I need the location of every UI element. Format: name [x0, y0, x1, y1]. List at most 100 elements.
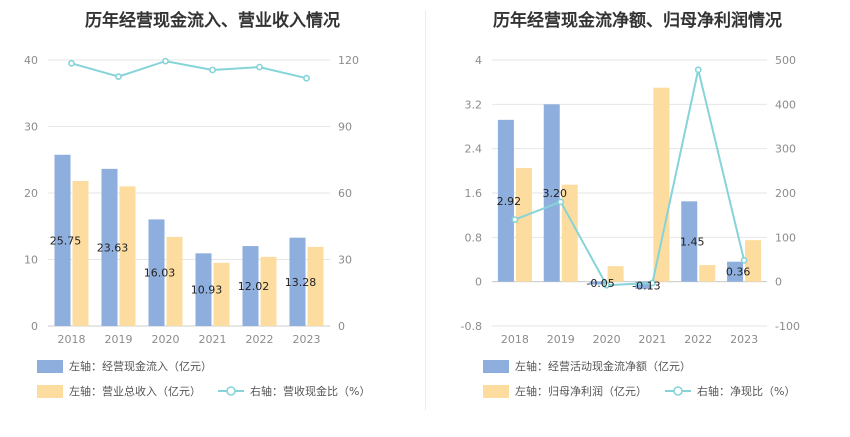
- right-ytick-right: 400: [775, 98, 796, 111]
- right-line-point: [694, 66, 702, 74]
- right-line: [514, 69, 746, 287]
- right-data-label: 1.45: [680, 235, 705, 248]
- right-legend-swatch: [483, 385, 509, 398]
- right-xtick: 2022: [684, 333, 712, 346]
- right-legend-marker: [673, 386, 683, 396]
- left-bar-s1: [119, 186, 136, 326]
- right-bar-s0: [727, 261, 744, 282]
- left-data-label: 12.02: [238, 280, 270, 293]
- left-ytick-left: 40: [24, 54, 38, 67]
- left-chart-panel: 历年经营现金流入、营业收入情况 0 10 20 30 40 0 30 60 90 120 2018 2…: [24, 11, 370, 398]
- left-bar-s0: [101, 168, 118, 326]
- right-bar-s1: [607, 266, 624, 282]
- right-bar-s0: [589, 281, 606, 285]
- left-ytick-right: 60: [338, 187, 352, 200]
- right-ytick-left: 3.2: [465, 98, 483, 111]
- left-xtick: 2023: [293, 333, 321, 346]
- left-bar-s0: [54, 154, 71, 326]
- left-bar-s0: [195, 253, 212, 326]
- right-line-point: [511, 216, 519, 223]
- right-bar-s0: [497, 119, 514, 282]
- left-chart-title: 历年经营现金流入、营业收入情况: [85, 11, 340, 31]
- right-chart-title: 历年经营现金流净额、归母净利润情况: [493, 11, 782, 31]
- right-data-label: 3.20: [543, 187, 568, 200]
- right-legend-label: 左轴：归母净利润（亿元）: [515, 384, 647, 398]
- left-bar-s0: [289, 237, 306, 326]
- right-xtick: 2021: [638, 333, 666, 346]
- left-data-label: 25.75: [50, 234, 82, 247]
- right-ytick-right: 0: [775, 276, 782, 289]
- left-line-point: [256, 63, 263, 71]
- right-chart-panel: 历年经营现金流净额、归母净利润情况 -0.8 0 0.8 1.6 2.4 3.2 4 -100…: [425, 0, 850, 437]
- right-xtick: 2020: [593, 333, 621, 346]
- left-xtick: 2019: [105, 333, 133, 346]
- left-chart-svg: 0 10 20 30 40 0 30 60 90 120 2018 2019 2020 2021 2022 2…: [24, 54, 370, 398]
- right-line-point: [740, 256, 748, 264]
- right-ytick-left: 0.8: [465, 231, 483, 244]
- left-ytick-right: 0: [338, 320, 345, 333]
- right-data-label: -0.05: [586, 277, 614, 290]
- right-xtick: 2023: [730, 333, 758, 346]
- left-bar-s1: [260, 256, 277, 326]
- right-bar-s1: [653, 87, 670, 282]
- right-ytick-left: 4: [475, 54, 482, 67]
- panel-divider: [425, 10, 426, 410]
- right-ytick-right: 500: [775, 54, 796, 67]
- right-legend-label: 右轴：净现比（%）: [697, 384, 795, 398]
- right-chart-svg: -0.8 0 0.8 1.6 2.4 3.2 4 -100 0 100 200 300 400 500 20…: [461, 54, 800, 398]
- right-ytick-right: 100: [775, 231, 796, 244]
- left-legend-label: 右轴：营收现金比（%）: [250, 384, 370, 398]
- left-legend-label: 左轴：经营现金流入（亿元）: [69, 359, 212, 373]
- left-ytick-right: 90: [338, 121, 352, 134]
- left-data-label: 23.63: [97, 241, 129, 254]
- right-ytick-right: 200: [775, 187, 796, 200]
- left-ytick-left: 30: [24, 121, 38, 134]
- left-bar-s1: [307, 246, 324, 326]
- right-line-point: [557, 198, 565, 206]
- right-data-label: 0.36: [726, 266, 751, 279]
- left-line-point: [162, 57, 169, 65]
- left-xtick: 2022: [246, 333, 274, 346]
- right-ytick-right: -100: [775, 320, 800, 333]
- left-ytick-left: 20: [24, 187, 38, 200]
- left-line-point: [209, 66, 216, 74]
- right-ytick-left: -0.8: [461, 320, 482, 333]
- right-ytick-left: 2.4: [465, 143, 483, 156]
- left-line-point: [115, 73, 122, 81]
- left-bar-s0: [242, 246, 259, 326]
- left-bar-s1: [213, 262, 230, 326]
- left-line-point: [68, 59, 75, 67]
- right-bar-s0: [543, 104, 560, 282]
- right-xtick: 2019: [547, 333, 575, 346]
- left-xtick: 2018: [58, 333, 86, 346]
- right-ytick-left: 1.6: [465, 187, 483, 200]
- left-bar-s1: [166, 236, 183, 326]
- right-legend-label: 左轴：经营活动现金流净额（亿元）: [515, 359, 691, 373]
- right-bar-s1: [515, 168, 532, 282]
- right-ytick-right: 300: [775, 143, 796, 156]
- right-xtick: 2018: [501, 333, 529, 346]
- left-data-label: 16.03: [144, 267, 176, 280]
- left-legend-marker: [226, 386, 236, 396]
- left-ytick-left: 0: [31, 320, 38, 333]
- right-line-point: [603, 281, 610, 289]
- left-data-label: 10.93: [191, 284, 223, 297]
- right-legend-swatch: [483, 360, 509, 373]
- right-data-label: 2.92: [497, 195, 522, 208]
- left-bar-s0: [148, 219, 165, 326]
- right-bar-s0: [635, 281, 652, 289]
- right-bar-s1: [745, 240, 762, 282]
- right-ytick-left: 0: [475, 276, 482, 289]
- left-legend-label: 左轴：营业总收入（亿元）: [69, 384, 201, 398]
- left-legend-swatch: [37, 360, 63, 373]
- left-xtick: 2020: [152, 333, 180, 346]
- left-ytick-right: 30: [338, 254, 352, 267]
- right-bar-s1: [699, 265, 716, 282]
- left-legend-swatch: [37, 385, 63, 398]
- right-data-label: -0.13: [632, 279, 660, 292]
- right-line-point: [649, 279, 656, 287]
- right-bar-s0: [681, 201, 698, 282]
- left-line: [71, 60, 307, 80]
- left-ytick-left: 10: [24, 254, 38, 267]
- left-xtick: 2021: [199, 333, 227, 346]
